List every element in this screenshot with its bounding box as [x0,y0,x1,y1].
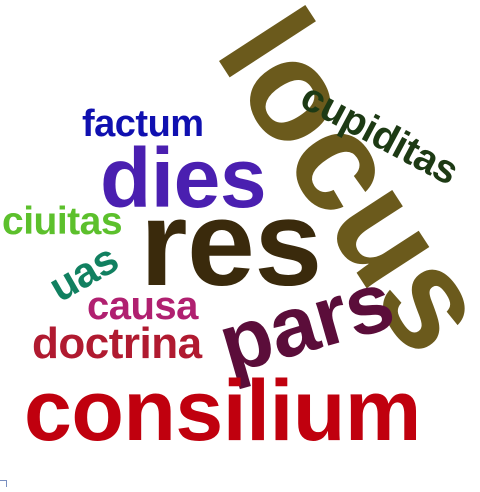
word-factum: factum [82,103,204,145]
word-doctrina: doctrina [32,319,202,368]
corner-mark [0,480,7,487]
word-ciuitas: ciuitas [2,200,123,243]
word-causa: causa [87,284,198,328]
word-dies: dies [100,131,267,225]
word-consilium: consilium [24,363,421,459]
word-res: res [140,175,322,311]
